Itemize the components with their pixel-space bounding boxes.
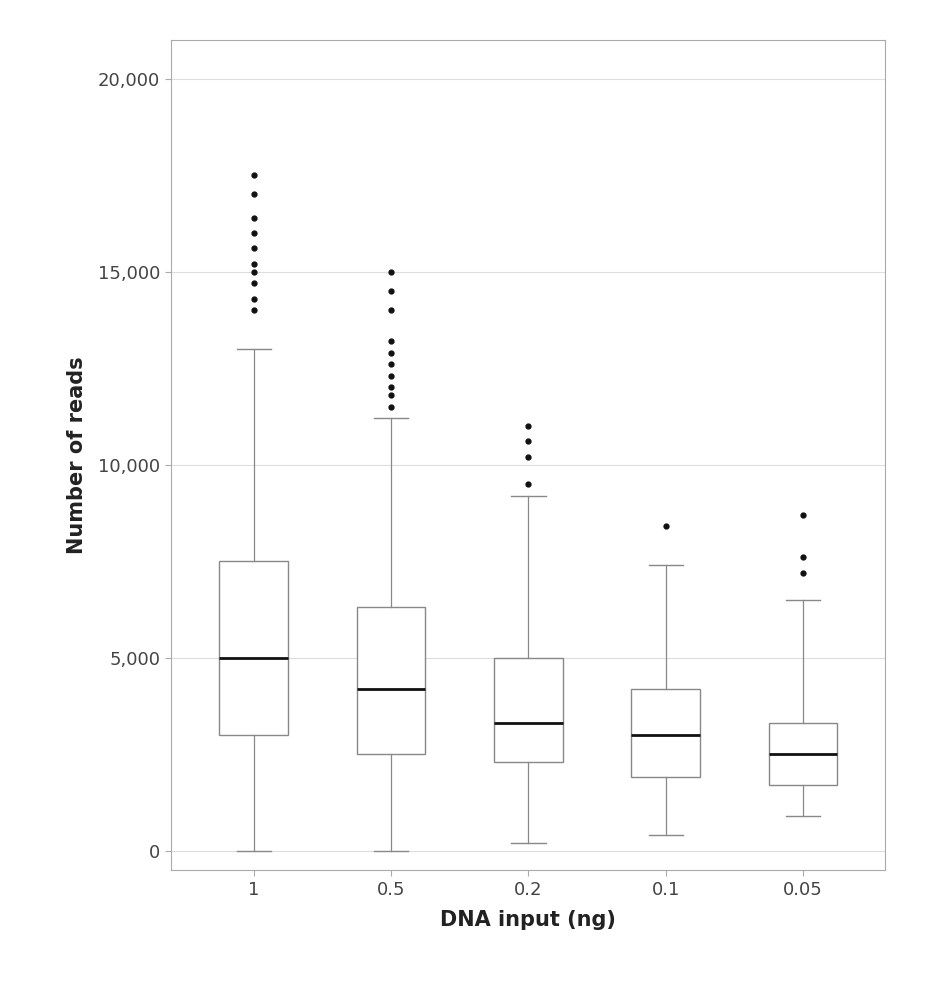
PathPatch shape (219, 561, 288, 735)
PathPatch shape (768, 723, 838, 785)
PathPatch shape (494, 658, 563, 762)
Y-axis label: Number of reads: Number of reads (67, 356, 87, 554)
PathPatch shape (357, 607, 426, 754)
X-axis label: DNA input (ng): DNA input (ng) (441, 910, 616, 930)
PathPatch shape (631, 689, 700, 777)
